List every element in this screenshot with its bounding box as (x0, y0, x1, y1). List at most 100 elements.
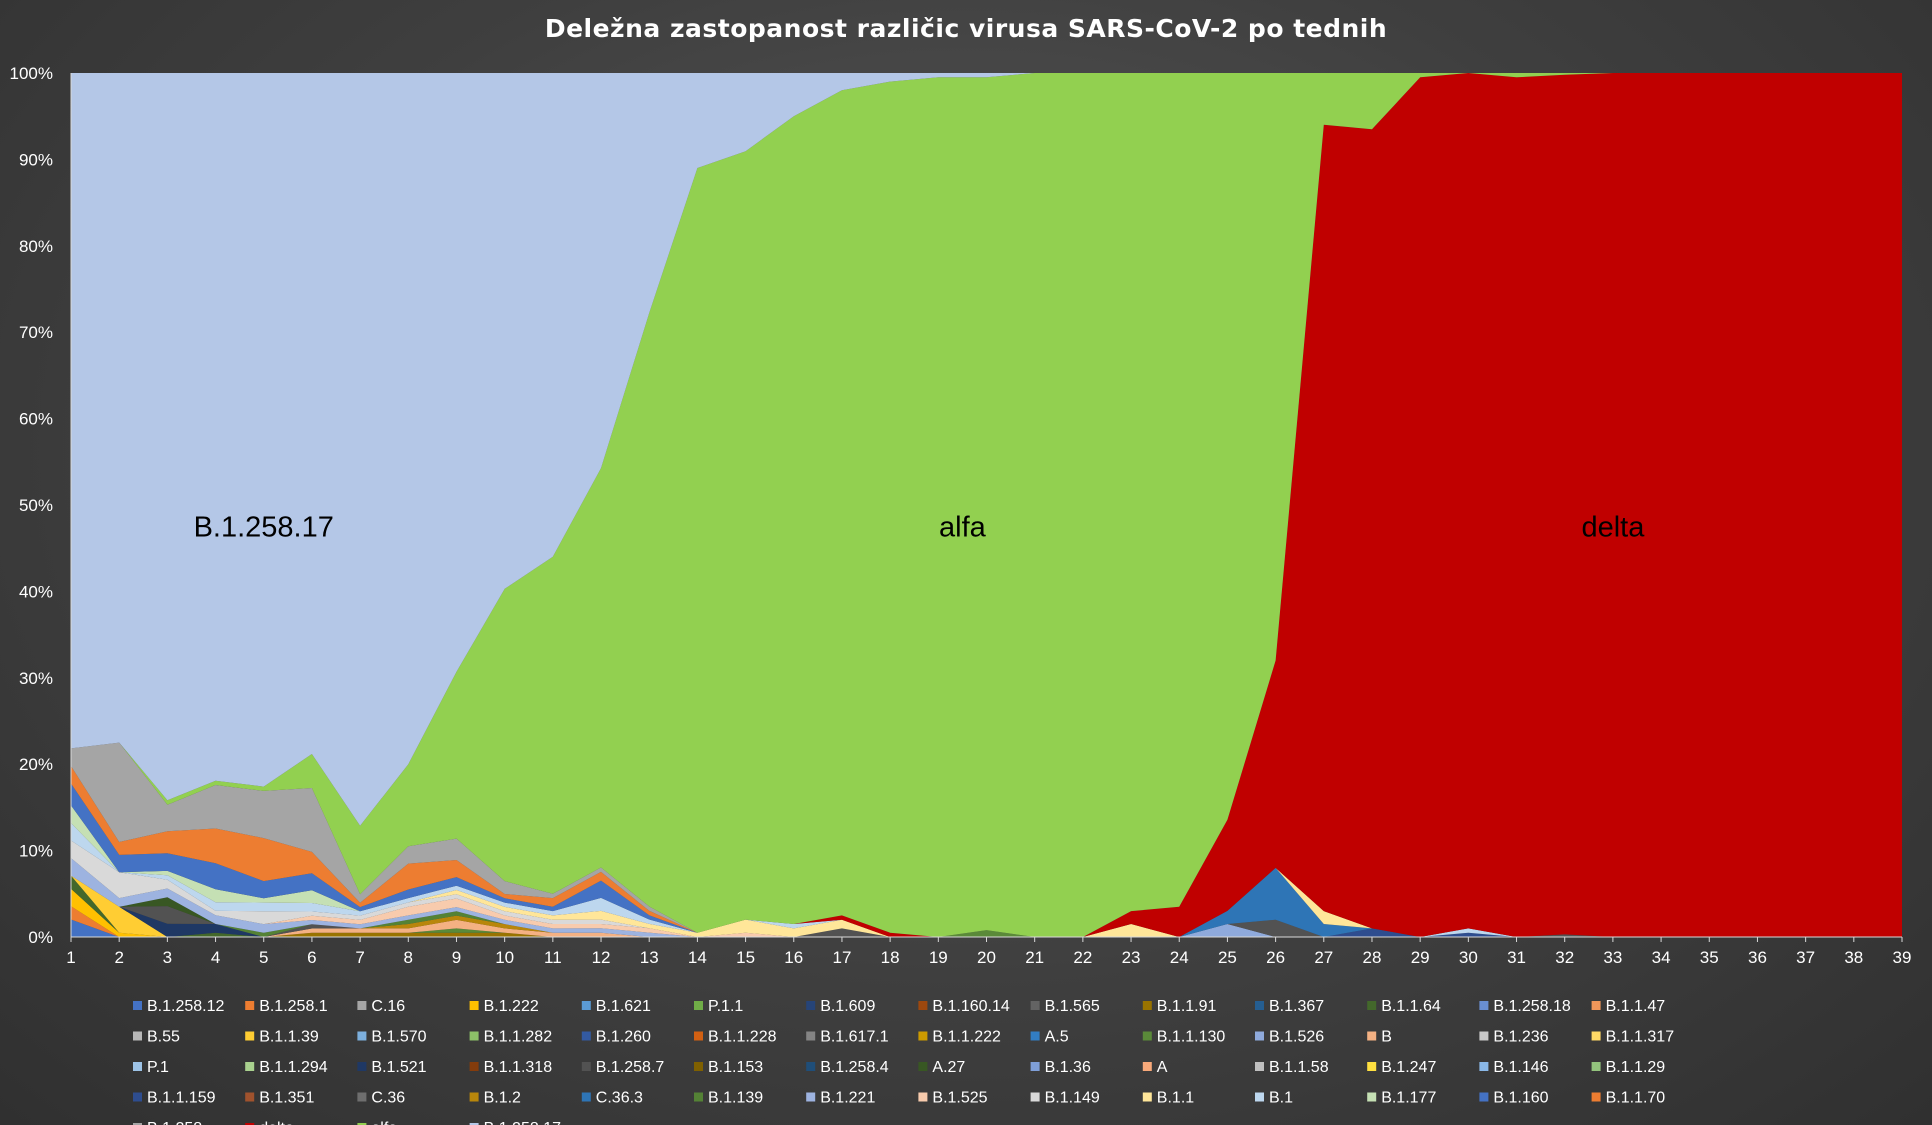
legend-swatch (357, 1092, 367, 1102)
legend-swatch (1142, 1031, 1152, 1041)
legend-swatch (694, 1062, 703, 1071)
legend-item: B.1.1.39 (245, 1029, 319, 1046)
legend-label: B.1.36 (1045, 1059, 1091, 1076)
legend-swatch (1255, 1001, 1264, 1010)
y-tick-label: 10% (19, 842, 53, 861)
legend-label: B.1.351 (259, 1090, 314, 1107)
legend-swatch (245, 1092, 255, 1102)
legend-label: B.1.1.39 (259, 1029, 319, 1046)
legend-label: B.1.177 (1381, 1090, 1436, 1107)
legend-swatch (1030, 1092, 1040, 1102)
legend-label: B.1.258.17 (484, 1120, 561, 1125)
y-tick-label: 50% (19, 496, 53, 515)
legend-item: B.1.1.318 (469, 1059, 553, 1076)
legend-swatch (1479, 1031, 1489, 1041)
legend-item: B.1.258.12 (133, 998, 225, 1015)
legend-swatch (1479, 1092, 1489, 1102)
legend-label: B.1.1.58 (1269, 1059, 1329, 1076)
legend-item: B.1.1.130 (1142, 1029, 1225, 1046)
legend-label: B.1.1.91 (1157, 998, 1217, 1015)
legend-label: B.1.1.294 (259, 1059, 328, 1076)
legend-item: B.1.2 (469, 1090, 521, 1107)
legend-label: B.1.221 (820, 1090, 875, 1107)
x-tick-label: 26 (1266, 948, 1285, 967)
legend-item: B.1.1.70 (1591, 1090, 1665, 1107)
legend-item: A.5 (1030, 1029, 1069, 1046)
legend-label: B.1.222 (484, 998, 539, 1015)
legend-item: B.1.36 (1030, 1059, 1091, 1076)
legend-swatch (806, 1062, 816, 1071)
area-b-1-1 (71, 840, 1902, 937)
legend-label: B.1.621 (596, 998, 651, 1015)
x-tick-label: 10 (495, 948, 514, 967)
legend-item: B.1.160.14 (918, 998, 1010, 1015)
legend-label: A.27 (932, 1059, 965, 1076)
legend-item: B.1.521 (357, 1059, 427, 1076)
legend-label: B.1.258.7 (596, 1059, 665, 1076)
legend-swatch (133, 1031, 142, 1041)
x-tick-label: 20 (977, 948, 996, 967)
legend-label: B.1.258.18 (1493, 998, 1571, 1015)
legend-label: B.1.1.318 (484, 1059, 553, 1076)
area-delta (71, 73, 1902, 937)
y-tick-label: 100% (10, 64, 53, 83)
x-tick-label: 27 (1314, 948, 1333, 967)
legend-swatch (1479, 1062, 1489, 1071)
x-tick-label: 7 (355, 948, 364, 967)
chart-title: Deležna zastopanost različic virusa SARS… (544, 14, 1388, 43)
legend-label: C.36 (371, 1090, 405, 1107)
legend-label: B.55 (147, 1029, 180, 1046)
y-tick-label: 90% (19, 150, 53, 169)
legend-item: B.1.1 (1142, 1090, 1194, 1107)
x-tick-label: 30 (1459, 948, 1478, 967)
legend-swatch (245, 1123, 255, 1125)
area-b-1 (71, 823, 1902, 937)
legend: B.1.258.12 B.1.258.1 C.16 B.1.222 B.1.621 P.1… (133, 998, 1674, 1125)
x-axis: 1 2 3 4 5 6 7 8 9 10 11 12 13 14 15 16 17 18 19 20 21 22 23 24 2… (66, 936, 1912, 967)
legend-item: B.1.222 (469, 998, 539, 1015)
legend-label: B.1.260 (596, 1029, 651, 1046)
legend-item: C.36 (357, 1090, 405, 1107)
legend-swatch (1142, 1092, 1152, 1102)
legend-label: P.1.1 (708, 998, 743, 1015)
legend-swatch (1030, 1062, 1040, 1071)
area-label-delta: delta (1581, 512, 1645, 544)
legend-item: C.36.3 (581, 1090, 643, 1107)
legend-item: B.1.367 (1255, 998, 1324, 1015)
x-tick-label: 36 (1748, 948, 1767, 967)
legend-swatch (1142, 1001, 1152, 1010)
legend-label: B.1.258.1 (259, 998, 328, 1015)
x-tick-label: 21 (1025, 948, 1044, 967)
x-tick-label: 28 (1363, 948, 1382, 967)
legend-item: alfa (357, 1120, 397, 1125)
legend-label: B.1.1 (1157, 1090, 1194, 1107)
legend-item: A.27 (918, 1059, 965, 1076)
legend-label: B.1.617.1 (820, 1029, 889, 1046)
legend-label: B.1.1.64 (1381, 998, 1441, 1015)
legend-label: A.5 (1045, 1029, 1069, 1046)
x-tick-label: 3 (163, 948, 172, 967)
legend-item: B.55 (133, 1029, 180, 1046)
legend-label: B.1.146 (1493, 1059, 1548, 1076)
legend-label: B.1.247 (1381, 1059, 1436, 1076)
legend-label: B.1.609 (820, 998, 875, 1015)
legend-item: B.1.153 (694, 1059, 763, 1076)
legend-swatch (469, 1062, 479, 1071)
legend-swatch (245, 1031, 255, 1041)
legend-item: B.1.1.222 (918, 1029, 1001, 1046)
legend-label: C.36.3 (596, 1090, 643, 1107)
x-tick-label: 38 (1844, 948, 1863, 967)
area-label-alfa: alfa (939, 512, 987, 544)
x-tick-label: 37 (1796, 948, 1815, 967)
legend-item: P.1.1 (694, 998, 743, 1015)
x-tick-label: 12 (592, 948, 611, 967)
legend-item: P.1 (133, 1059, 169, 1076)
legend-swatch (133, 1123, 142, 1125)
x-tick-label: 39 (1893, 948, 1912, 967)
legend-label: B.1.1.159 (147, 1090, 216, 1107)
legend-label: B.1.570 (371, 1029, 426, 1046)
legend-swatch (133, 1092, 142, 1102)
y-tick-label: 0% (28, 928, 53, 947)
legend-swatch (1255, 1062, 1264, 1071)
x-tick-label: 8 (404, 948, 413, 967)
